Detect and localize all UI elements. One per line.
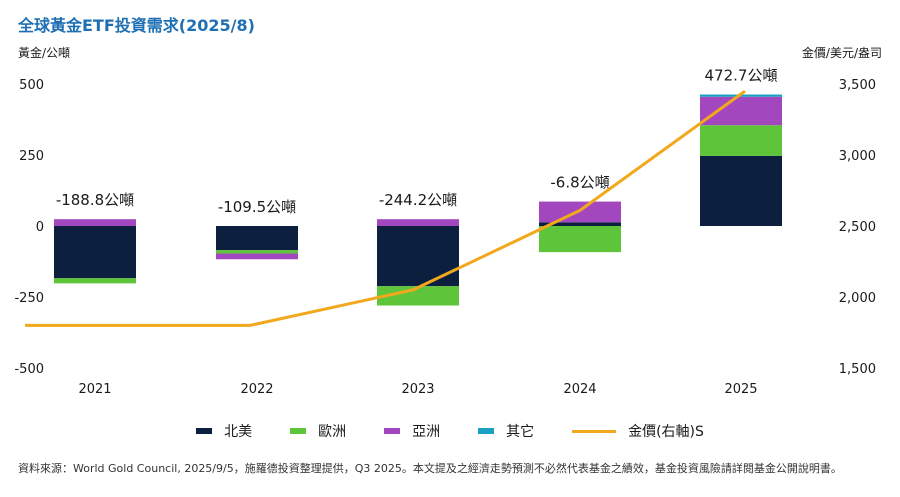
bar-segment <box>54 219 136 226</box>
total-label: -244.2公噸 <box>379 191 457 209</box>
left-tick-label: 0 <box>36 220 44 235</box>
legend-label: 亞洲 <box>412 424 441 440</box>
right-tick-label: 2,000 <box>839 291 876 306</box>
bar-segment <box>54 278 136 284</box>
gold-price-line <box>25 89 746 327</box>
right-tick-label: 1,500 <box>839 362 876 377</box>
bar-segment <box>377 286 459 306</box>
legend-swatch <box>384 428 401 434</box>
total-label: 472.7公噸 <box>705 67 778 85</box>
legend-item-europe: 歐洲 <box>290 421 346 441</box>
left-tick-label: -500 <box>14 362 44 377</box>
bar-segment <box>700 96 782 126</box>
total-label: -188.8公噸 <box>56 191 134 209</box>
left-tick-label: 250 <box>19 149 44 164</box>
total-label: -6.8公噸 <box>550 174 609 192</box>
legend-label: 其它 <box>506 424 535 440</box>
bar-segment <box>539 222 621 226</box>
category-label: 2025 <box>724 382 757 397</box>
bar-segment <box>216 226 298 251</box>
legend-swatch <box>572 429 617 433</box>
category-label: 2024 <box>563 382 596 397</box>
legend-swatch <box>290 428 307 434</box>
legend-item-asia: 亞洲 <box>384 421 440 441</box>
total-label: -109.5公噸 <box>218 198 296 216</box>
chart-title: 全球黃金ETF投資需求(2025/8) <box>18 16 255 35</box>
category-label: 2023 <box>401 382 434 397</box>
bar-segment <box>700 125 782 156</box>
legend-label: 歐洲 <box>318 424 347 440</box>
legend-label: 北美 <box>224 424 253 440</box>
legend: 北美 歐洲 亞洲 其它 金價(右軸)S <box>0 421 900 441</box>
bar-segment <box>377 219 459 226</box>
category-label: 2021 <box>78 382 111 397</box>
legend-swatch <box>196 428 213 434</box>
right-axis-title: 金價/美元/盎司 <box>801 46 882 60</box>
right-tick-label: 2,500 <box>839 220 876 235</box>
bar-segment <box>539 226 621 253</box>
right-tick-label: 3,500 <box>839 78 876 93</box>
right-tick-label: 3,000 <box>839 149 876 164</box>
gold-etf-chart: 500 250 0 -250 -500 3,500 3,000 2,500 2,000 1,500… <box>14 67 876 397</box>
left-axis-title: 黃金/公噸 <box>18 46 71 60</box>
legend-item-north-america: 北美 <box>196 421 252 441</box>
bar-segment <box>54 226 136 279</box>
bar-segment <box>377 226 459 287</box>
footnote: 資料來源：World Gold Council, 2025/9/5，施羅德投資整… <box>18 462 842 475</box>
legend-label: 金價(右軸)S <box>628 424 704 440</box>
left-tick-label: -250 <box>14 291 44 306</box>
bar-segment <box>216 250 298 254</box>
legend-item-gold-price: 金價(右軸)S <box>572 421 704 441</box>
legend-item-other: 其它 <box>478 421 534 441</box>
bar-segment <box>700 155 782 226</box>
bar-segment <box>216 253 298 260</box>
left-tick-label: 500 <box>19 78 44 93</box>
legend-swatch <box>478 428 495 434</box>
category-label: 2022 <box>240 382 273 397</box>
